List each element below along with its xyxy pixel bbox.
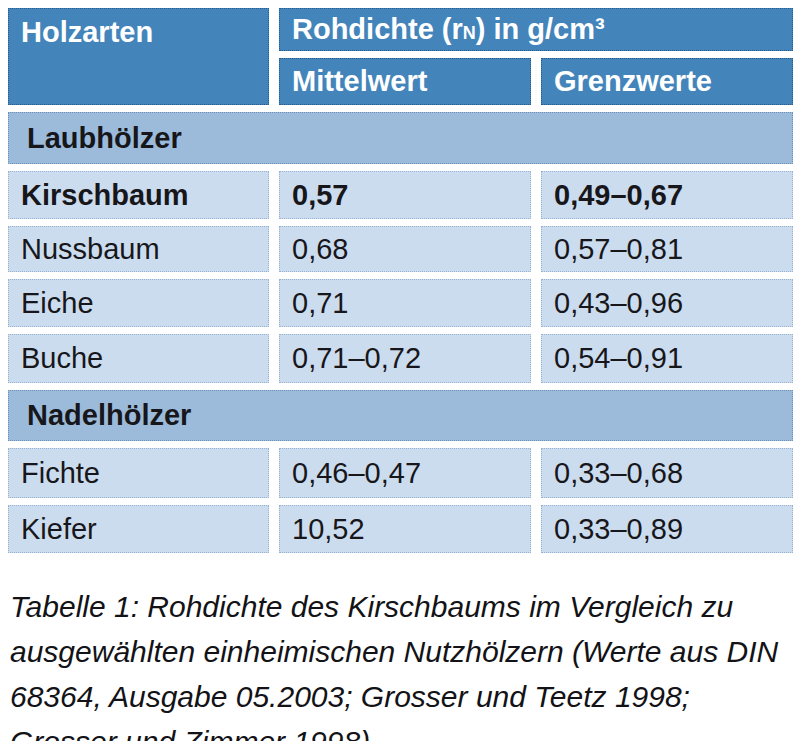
row-name: Nussbaum <box>21 233 160 266</box>
row-name: Buche <box>21 342 103 375</box>
row-name-cell: Eiche <box>8 279 269 327</box>
row-grenzwerte-cell: 0,57–0,81 <box>541 226 793 272</box>
row-mittelwert: 0,71–0,72 <box>292 342 421 375</box>
row-mittelwert-cell: 0,71–0,72 <box>279 334 531 383</box>
row-grenzwerte-cell: 0,54–0,91 <box>541 334 793 383</box>
caption-line: Tabelle 1: Rohdichte des Kirschbaums im … <box>10 584 794 629</box>
row-name: Kiefer <box>21 513 97 546</box>
grenzwerte-label: Grenzwerte <box>554 65 712 98</box>
row-name-cell: Nussbaum <box>8 226 269 272</box>
row-grenzwerte-cell: 0,33–0,89 <box>541 505 793 553</box>
row-mittelwert-cell: 10,52 <box>279 505 531 553</box>
row-grenzwerte-cell: 0,33–0,68 <box>541 448 793 498</box>
row-grenzwerte: 0,49–0,67 <box>554 179 683 212</box>
row-mittelwert-cell: 0,46–0,47 <box>279 448 531 498</box>
row-name-cell: Kirschbaum <box>8 171 269 219</box>
row-mittelwert-cell: 0,57 <box>279 171 531 219</box>
row-grenzwerte: 0,54–0,91 <box>554 342 683 375</box>
row-grenzwerte: 0,33–0,89 <box>554 513 683 546</box>
rohdichte-label-prefix: Rohdichte (r <box>292 13 463 46</box>
row-name-cell: Buche <box>8 334 269 383</box>
header-cell-rohdichte: Rohdichte (rN) in g/cm³ <box>279 8 793 51</box>
row-mittelwert: 0,57 <box>292 179 348 212</box>
caption-line: 68364, Ausgabe 05.2003; Grosser und Teet… <box>10 674 794 719</box>
section-label: Nadelhölzer <box>27 399 191 432</box>
row-grenzwerte: 0,33–0,68 <box>554 457 683 490</box>
header-cell-grenzwerte: Grenzwerte <box>541 58 793 105</box>
row-mittelwert: 10,52 <box>292 513 365 546</box>
header-cell-holzarten: Holzarten <box>8 8 269 105</box>
row-grenzwerte-cell: 0,49–0,67 <box>541 171 793 219</box>
section-row-nadelhoelzer: Nadelhölzer <box>8 390 793 441</box>
row-name-cell: Kiefer <box>8 505 269 553</box>
section-row-laubhoelzer: Laubhölzer <box>8 112 793 164</box>
rohdichte-label-suffix: ) in g/cm³ <box>476 13 605 46</box>
row-grenzwerte: 0,43–0,96 <box>554 287 683 320</box>
row-mittelwert-cell: 0,71 <box>279 279 531 327</box>
row-grenzwerte: 0,57–0,81 <box>554 233 683 266</box>
row-name: Kirschbaum <box>21 179 189 212</box>
caption-line: Grosser und Zimmer 1998) <box>10 719 794 741</box>
wood-density-table: Holzarten Rohdichte (rN) in g/cm³ Mittel… <box>8 8 793 553</box>
header-cell-mittelwert: Mittelwert <box>279 58 531 105</box>
row-name-cell: Fichte <box>8 448 269 498</box>
row-grenzwerte-cell: 0,43–0,96 <box>541 279 793 327</box>
row-name: Eiche <box>21 287 94 320</box>
section-label: Laubhölzer <box>27 122 182 155</box>
row-mittelwert: 0,46–0,47 <box>292 457 421 490</box>
row-mittelwert: 0,68 <box>292 233 348 266</box>
table-caption: Tabelle 1: Rohdichte des Kirschbaums im … <box>10 584 794 741</box>
row-name: Fichte <box>21 457 100 490</box>
row-mittelwert: 0,71 <box>292 287 348 320</box>
caption-line: ausgewählten einheimischen Nutzhölzern (… <box>10 629 794 674</box>
mittelwert-label: Mittelwert <box>292 65 427 98</box>
row-mittelwert-cell: 0,68 <box>279 226 531 272</box>
header-holzarten-label: Holzarten <box>21 16 153 49</box>
